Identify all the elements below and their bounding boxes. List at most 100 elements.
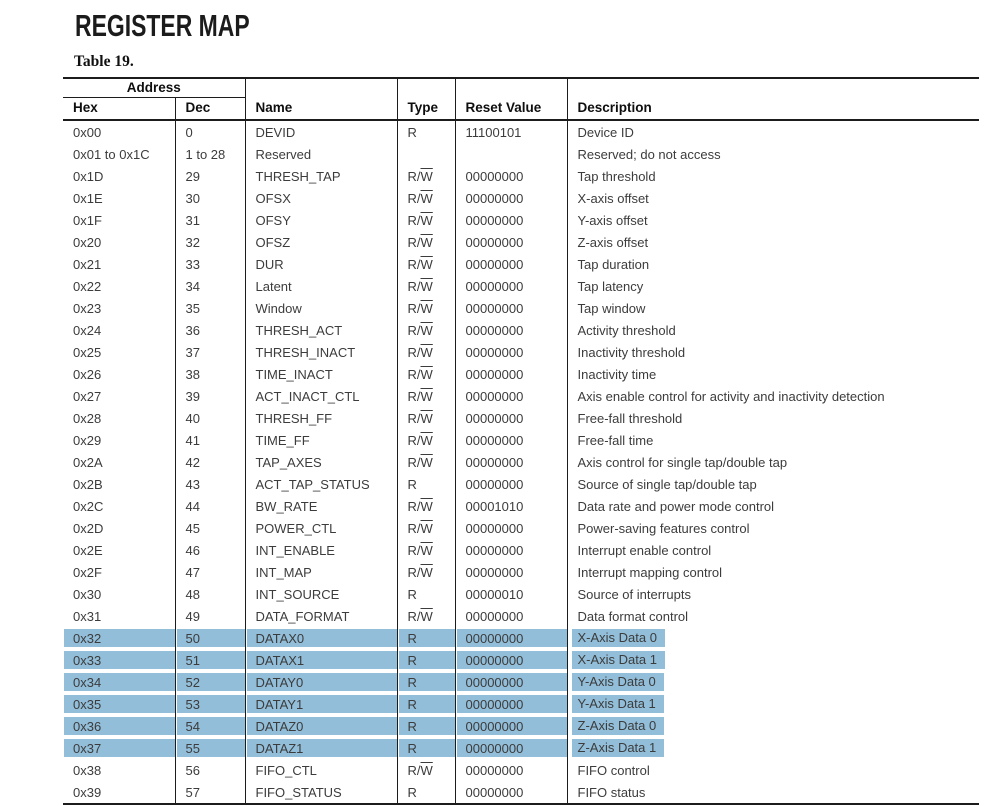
column-header-hex: Hex <box>63 97 175 121</box>
cell-address-dec: 46 <box>174 539 245 561</box>
type-read-part: R <box>407 718 417 734</box>
cell-address-hex: 0x39 <box>73 784 102 800</box>
type-write-overline-part: W <box>420 520 433 536</box>
cell-description: X-axis offset <box>566 187 979 209</box>
column-header-reset-value: Reset Value <box>454 78 567 121</box>
cell-address-dec: 39 <box>174 385 245 407</box>
cell-access-type: R <box>396 649 455 671</box>
cell-access-type: R/W <box>396 253 455 275</box>
cell-reset-value: 00000000 <box>454 363 567 385</box>
description-text: Data format control <box>577 608 689 624</box>
table-row: 0x29 41 TIME_FF R/W 00000000 Free-fall time <box>63 429 979 451</box>
cell-description: Activity threshold <box>566 319 979 341</box>
table-row: 0x00 0 DEVID R 11100101 Device ID <box>63 120 979 143</box>
table-body: 0x00 0 DEVID R 11100101 Device ID 0x01 to 0x1C… <box>63 120 979 804</box>
cell-reset-value: 00000000 <box>454 781 567 804</box>
cell-address-hex: 0x28 <box>73 410 102 426</box>
type-write-overline-part: W <box>420 432 433 448</box>
description-text: Tap duration <box>577 256 650 272</box>
table-row: 0x2C 44 BW_RATE R/W 00001010 Data rate and po… <box>63 495 979 517</box>
cell-description: Data format control <box>566 605 979 627</box>
cell-register-name: POWER_CTL <box>244 517 397 539</box>
cell-register-name: INT_ENABLE <box>244 539 397 561</box>
cell-description: FIFO status <box>566 781 979 804</box>
cell-address-dec: 41 <box>174 429 245 451</box>
cell-access-type: R <box>396 671 455 693</box>
cell-reset-value: 11100101 <box>454 120 567 143</box>
cell-register-name: DEVID <box>244 120 397 143</box>
header-row-address-group: Address Name Type Reset Value Descriptio… <box>63 78 979 121</box>
cell-register-name: THRESH_FF <box>244 407 397 429</box>
cell-address-hex: 0x2F <box>73 564 102 580</box>
cell-address-dec: 45 <box>174 517 245 539</box>
cell-address-hex: 0x21 <box>73 256 102 272</box>
description-text: Interrupt enable control <box>577 542 712 558</box>
cell-address-dec: 31 <box>174 209 245 231</box>
table-row: 0x1E 30 OFSX R/W 00000000 X-axis offset <box>63 187 979 209</box>
cell-access-type: R/W <box>396 385 455 407</box>
cell-description: X-Axis Data 1 <box>566 649 979 671</box>
cell-address-dec: 43 <box>174 473 245 495</box>
description-text: X-Axis Data 1 <box>571 651 665 669</box>
table-row: 0x32 50 DATAX0 R 00000000 X-Axis Data 0 <box>63 627 979 649</box>
cell-description: Reserved; do not access <box>566 143 979 165</box>
description-text: X-axis offset <box>577 190 649 206</box>
cell-register-name: THRESH_INACT <box>244 341 397 363</box>
cell-reset-value: 00000000 <box>454 341 567 363</box>
table-row: 0x35 53 DATAY1 R 00000000 Y-Axis Data 1 <box>63 693 979 715</box>
cell-access-type <box>396 143 455 165</box>
cell-reset-value: 00000000 <box>454 539 567 561</box>
cell-address-hex: 0x2E <box>73 542 103 558</box>
type-write-overline-part: W <box>420 212 433 228</box>
cell-register-name: DATAY1 <box>244 693 397 715</box>
cell-address-dec: 53 <box>174 693 245 715</box>
type-write-overline-part: W <box>420 564 433 580</box>
cell-register-name: Latent <box>244 275 397 297</box>
cell-reset-value: 00000000 <box>454 429 567 451</box>
type-read-part: R <box>407 586 417 602</box>
cell-address-hex: 0x25 <box>73 344 102 360</box>
cell-reset-value: 00000000 <box>454 561 567 583</box>
column-header-name: Name <box>244 78 397 121</box>
type-write-overline-part: W <box>420 410 433 426</box>
cell-address-dec: 55 <box>174 737 245 759</box>
cell-access-type: R <box>396 627 455 649</box>
cell-access-type: R/W <box>396 451 455 473</box>
cell-reset-value: 00000000 <box>454 209 567 231</box>
type-read-part: R/ <box>407 564 421 580</box>
cell-address-hex: 0x00 <box>73 124 102 140</box>
cell-register-name: BW_RATE <box>244 495 397 517</box>
cell-address-dec: 57 <box>174 781 245 804</box>
cell-address-hex: 0x1E <box>73 190 103 206</box>
table-row: 0x26 38 TIME_INACT R/W 00000000 Inactivity ti… <box>63 363 979 385</box>
register-map-table: Address Name Type Reset Value Descriptio… <box>63 77 979 805</box>
type-read-part: R/ <box>407 762 421 778</box>
type-read-part: R <box>407 652 417 668</box>
cell-reset-value: 00000000 <box>454 407 567 429</box>
table-row: 0x39 57 FIFO_STATUS R 00000000 FIFO status <box>63 781 979 804</box>
type-write-overline-part: W <box>420 498 433 514</box>
cell-address-dec: 36 <box>174 319 245 341</box>
cell-reset-value: 00000000 <box>454 319 567 341</box>
cell-reset-value: 00000000 <box>454 231 567 253</box>
type-read-part: R <box>407 784 417 800</box>
type-write-overline-part: W <box>420 322 433 338</box>
cell-register-name: DUR <box>244 253 397 275</box>
cell-address-hex: 0x2D <box>73 520 104 536</box>
cell-reset-value: 00001010 <box>454 495 567 517</box>
type-write-overline-part: W <box>420 608 433 624</box>
cell-access-type: R/W <box>396 231 455 253</box>
cell-description: Z-Axis Data 1 <box>566 737 979 759</box>
cell-register-name: DATAX1 <box>244 649 397 671</box>
cell-address-hex: 0x33 <box>63 649 175 671</box>
description-text: FIFO status <box>577 784 646 800</box>
cell-description: Source of interrupts <box>566 583 979 605</box>
description-text: Tap latency <box>577 278 644 294</box>
type-read-part: R <box>407 124 417 140</box>
cell-register-name: OFSY <box>244 209 397 231</box>
type-read-part: R <box>407 630 417 646</box>
cell-register-name: THRESH_ACT <box>244 319 397 341</box>
cell-register-name: DATAZ0 <box>244 715 397 737</box>
cell-reset-value: 00000000 <box>454 165 567 187</box>
description-text: Data rate and power mode control <box>577 498 775 514</box>
